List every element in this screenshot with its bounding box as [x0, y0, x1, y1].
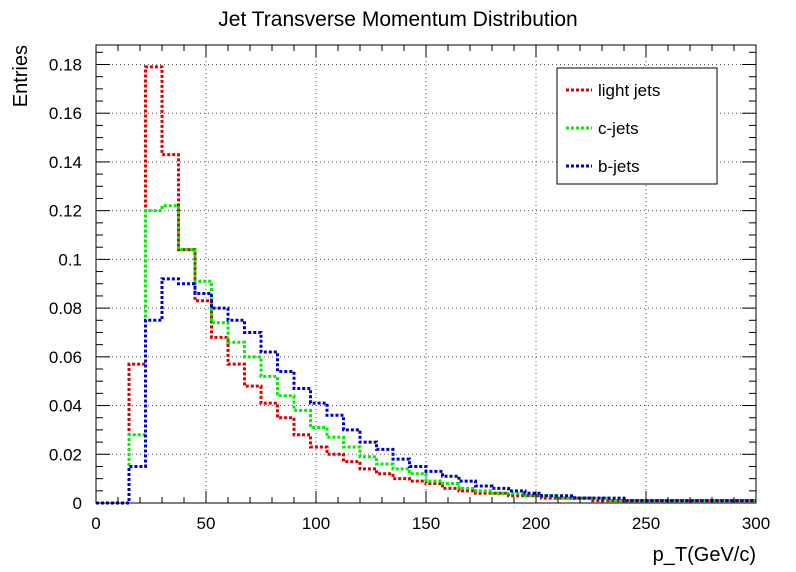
y-tick-labels: 0 0.02 0.04 0.06 0.08 0.1 0.12 0.14 0.16 0.18: [49, 55, 82, 513]
legend: light jets c-jets b-jets: [556, 67, 718, 185]
legend-label: b-jets: [598, 157, 640, 176]
series-c-jets-line: [96, 204, 756, 505]
series-b-jets-line: [96, 277, 756, 505]
y-tick-label: 0.12: [49, 202, 82, 221]
y-tick-label: 0.18: [49, 55, 82, 74]
y-tick-label: 0.14: [49, 153, 82, 172]
y-tick-label: 0.06: [49, 348, 82, 367]
x-tick-label: 200: [522, 514, 550, 533]
x-tick-label: 150: [412, 514, 440, 533]
x-tick-label: 0: [91, 514, 100, 533]
x-axis-label: p_T(GeV/c): [653, 544, 756, 566]
y-tick-label: 0.08: [49, 299, 82, 318]
legend-label: light jets: [598, 81, 660, 100]
x-tick-label: 100: [302, 514, 330, 533]
x-tick-label: 300: [742, 514, 770, 533]
x-tick-label: 250: [632, 514, 660, 533]
y-tick-label: 0: [73, 494, 82, 513]
legend-label: c-jets: [598, 119, 639, 138]
y-tick-label: 0.02: [49, 445, 82, 464]
x-tick-labels: 0 50 100 150 200 250 300: [91, 514, 770, 533]
chart-title: Jet Transverse Momentum Distribution: [218, 8, 577, 31]
axis-ticks: [95, 45, 757, 504]
x-tick-label: 50: [197, 514, 216, 533]
y-tick-label: 0.1: [58, 250, 82, 269]
y-tick-label: 0.16: [49, 104, 82, 123]
y-axis-label: Entries: [10, 45, 32, 107]
series-layer: [96, 65, 756, 505]
legend-entries: light jets c-jets b-jets: [566, 81, 660, 176]
y-tick-label: 0.04: [49, 397, 82, 416]
